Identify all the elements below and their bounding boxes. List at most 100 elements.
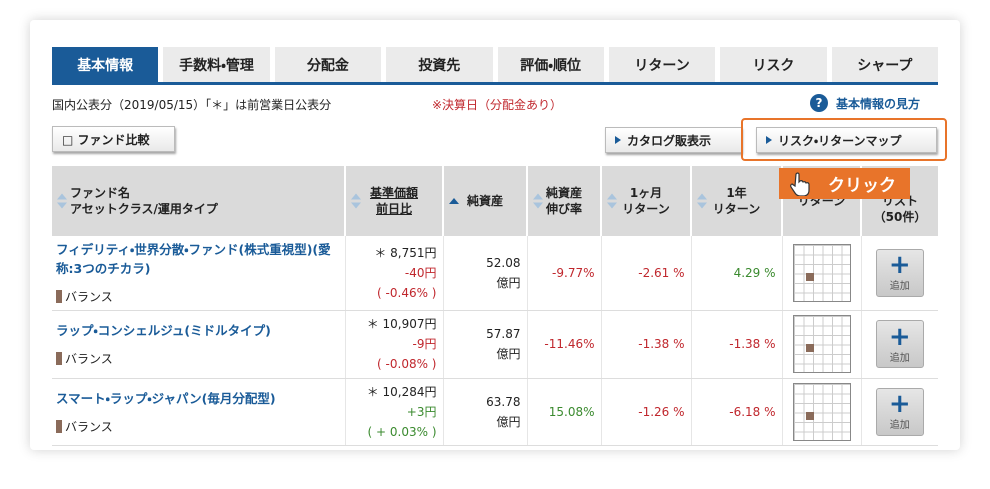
column-header[interactable]: 1年 リターン [690, 166, 782, 236]
sort-down [351, 202, 361, 209]
fund-type: バランス [56, 288, 339, 305]
compare-button[interactable]: □ ファンド比較 [52, 126, 175, 152]
sort-up [449, 198, 459, 204]
change-pct: ( -0.08% ) [377, 357, 437, 371]
fund-name[interactable]: スマート・ラップ・ジャパン(毎月分配型) [56, 390, 276, 406]
plus-icon: + [888, 389, 911, 419]
m1-cell: -1.26 % [600, 378, 691, 446]
help-link[interactable]: ? 基本情報の見方 [810, 94, 920, 112]
riskmap-cell [781, 378, 861, 446]
header-line: （50件） [873, 210, 927, 224]
help-text: 基本情報の見方 [836, 96, 921, 111]
column-header[interactable]: 純資産 [442, 166, 527, 236]
sort-up [351, 193, 361, 200]
change-pct: ( -0.46% ) [377, 285, 437, 300]
header-line: 基準価額 [369, 186, 418, 200]
add-button[interactable]: + 追加 [875, 320, 924, 368]
hand-icon [790, 172, 810, 196]
y1: -1.38 % [729, 337, 776, 351]
add-button[interactable]: + 追加 [875, 387, 924, 436]
tab[interactable]: シャープ [831, 47, 938, 82]
header-line: 伸び率 [545, 202, 582, 216]
add-cell: + 追加 [860, 236, 938, 311]
riskmap-cell [781, 310, 861, 379]
m1: -2.61 % [638, 265, 685, 280]
growth-cell: 15.08% [526, 378, 601, 446]
price-cell: ＊ 10,907円 -9円 ( -0.08% ) [344, 310, 443, 379]
change-pct: ( + 0.03% ) [367, 424, 437, 439]
help-icon: ? [810, 94, 828, 112]
add-button[interactable]: + 追加 [875, 248, 924, 297]
m1: -1.38 % [638, 337, 685, 351]
growth: 15.08% [548, 404, 595, 419]
fund-cell: ラップ・コンシェルジュ(ミドルタイプ) バランス [52, 310, 345, 379]
sort-down [533, 202, 543, 209]
highlight-frame [741, 118, 947, 161]
tab[interactable]: 評価・順位 [497, 47, 604, 82]
riskmap-dot [805, 344, 814, 352]
published-note: 国内公表分（2019/05/15）「＊」は前営業日公表分 [52, 98, 332, 112]
assets-cell: 52.08 億円 [442, 236, 527, 311]
m1: -1.26 % [638, 404, 685, 419]
sort-arrows [533, 193, 543, 209]
fund-row: フィデリティ・世界分散・ファンド(株式重視型)(愛称:3つのチカラ) バランス ＊ … [52, 236, 938, 311]
sort-up [607, 193, 617, 200]
sort-arrows [351, 193, 361, 209]
growth: -11.46% [544, 337, 595, 351]
column-header[interactable]: ファンド名アセットクラス/運用タイプ [52, 166, 345, 236]
sort-up [57, 193, 67, 200]
tab[interactable]: リターン [608, 47, 716, 82]
tab[interactable]: 分配金 [274, 47, 382, 82]
sort-arrows [449, 198, 459, 204]
change: -9円 [412, 337, 437, 351]
riskmap-label: リスク・リターンマップ [778, 133, 902, 148]
sort-down [57, 202, 67, 209]
assets: 52.08 [486, 255, 521, 270]
growth-cell: -11.46% [526, 310, 601, 379]
tab[interactable]: リスク [720, 47, 827, 82]
fund-type: バランス [56, 350, 339, 367]
fund-name[interactable]: フィデリティ・世界分散・ファンド(株式重視型)(愛称:3つのチカラ) [56, 242, 331, 277]
header-line: ファンド名 [70, 186, 131, 200]
riskmap-dot [805, 272, 814, 281]
sort-down [607, 202, 617, 209]
fund-table: ファンド名 アセットクラス/運用タイプ 基準価額 前日比 純資産 純資産 伸び率 1ヶ月 リター… [52, 166, 938, 446]
add-label: 追加 [889, 352, 910, 364]
catalog-button[interactable]: カタログ販表示 [605, 127, 742, 153]
column-header[interactable]: 純資産 伸び率 [526, 166, 601, 236]
column-header[interactable]: 1ヶ月 リターン [600, 166, 691, 236]
header-line: リターン [622, 202, 670, 216]
sort-arrows [57, 193, 67, 209]
mini-riskmap[interactable] [792, 382, 851, 441]
assets-unit: 億円 [496, 275, 521, 290]
growth-cell: -9.77% [526, 236, 601, 311]
fund-name[interactable]: ラップ・コンシェルジュ(ミドルタイプ) [56, 323, 271, 338]
header-line: アセットクラス/運用タイプ [70, 202, 218, 216]
tab[interactable]: 基本情報 [52, 47, 159, 82]
change: -40円 [404, 265, 437, 280]
compare-label: □ ファンド比較 [62, 132, 150, 147]
tab[interactable]: 手数料・管理 [163, 47, 270, 82]
column-header[interactable]: 基準価額 前日比 [344, 166, 443, 236]
settlement-note: ※決算日（分配金あり） [432, 98, 563, 112]
add-label: 追加 [889, 281, 910, 293]
mini-riskmap[interactable] [792, 243, 851, 302]
add-cell: + 追加 [860, 378, 938, 446]
fund-row: ラップ・コンシェルジュ(ミドルタイプ) バランス ＊ 10,907円 -9円 ( -0.… [52, 310, 938, 379]
assets-cell: 57.87 億円 [442, 310, 527, 379]
assets: 63.78 [486, 394, 521, 409]
sort-up [533, 193, 543, 200]
mini-riskmap[interactable] [792, 315, 851, 373]
riskmap-cell [781, 236, 861, 311]
price: ＊ 8,751円 [374, 245, 437, 260]
assets-unit: 億円 [496, 414, 521, 429]
header-line: リターン [712, 202, 761, 216]
fund-cell: スマート・ラップ・ジャパン(毎月分配型) バランス [52, 378, 345, 446]
header-line: 純資産 [545, 186, 582, 200]
m1-cell: -2.61 % [600, 236, 691, 311]
m1-cell: -1.38 % [600, 310, 691, 379]
tab[interactable]: 投資先 [386, 47, 493, 82]
riskmap-dot [805, 411, 814, 420]
catalog-label: カタログ販表示 [627, 133, 712, 148]
riskmap-button[interactable]: リスク・リターンマップ [756, 127, 937, 153]
